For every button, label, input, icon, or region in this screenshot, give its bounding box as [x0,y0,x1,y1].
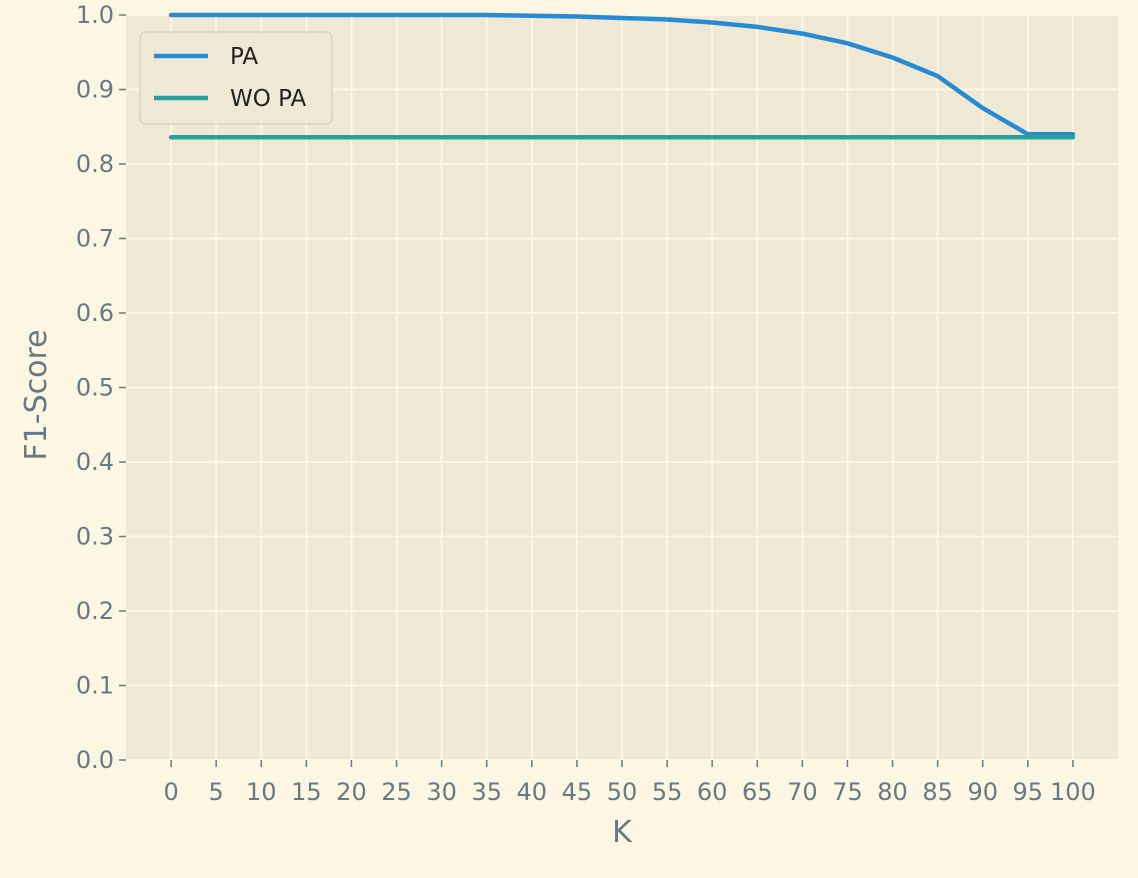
x-tick-label: 85 [922,778,953,806]
y-tick-label: 0.7 [76,225,114,253]
x-tick-label: 90 [967,778,998,806]
x-tick-label: 30 [426,778,457,806]
x-tick-label: 0 [163,778,178,806]
y-tick-label: 0.3 [76,523,114,551]
x-tick-label: 20 [336,778,367,806]
x-tick-label: 95 [1013,778,1044,806]
series-line-pa [168,12,1076,137]
series-layer [168,12,1076,140]
y-tick-label: 0.5 [76,374,114,402]
x-tick-label: 60 [697,778,728,806]
y-tick-label: 0.4 [76,448,114,476]
legend-label-pa: PA [230,44,258,70]
legend: PA WO PA [139,31,333,125]
x-axis-label: K [612,815,633,850]
ticks: 0 5 10 15 20 25 30 35 40 45 50 55 60 65 70 75 80 85 90 95 10… [76,1,1096,806]
y-tick-label: 0.0 [76,746,114,774]
x-tick-label: 40 [517,778,548,806]
x-tick-label: 65 [742,778,773,806]
x-tick-label: 35 [471,778,502,806]
x-tick-label: 75 [832,778,863,806]
x-tick-label: 5 [209,778,224,806]
x-tick-label: 45 [562,778,593,806]
x-tick-label: 15 [291,778,322,806]
y-tick-label: 0.6 [76,299,114,327]
legend-label-wo-pa: WO PA [230,86,307,112]
y-tick-label: 0.9 [76,76,114,104]
x-tick-label: 25 [381,778,412,806]
x-tick-label: 70 [787,778,818,806]
y-tick-label: 0.2 [76,597,114,625]
x-tick-label: 55 [652,778,683,806]
x-tick-label: 80 [877,778,908,806]
y-axis-label: F1-Score [19,329,54,460]
y-tick-label: 0.1 [76,672,114,700]
x-tick-label: 50 [607,778,638,806]
y-tick-label: 1.0 [76,1,114,29]
x-tick-label: 10 [246,778,277,806]
y-tick-label: 0.8 [76,150,114,178]
x-tick-label: 100 [1050,778,1096,806]
